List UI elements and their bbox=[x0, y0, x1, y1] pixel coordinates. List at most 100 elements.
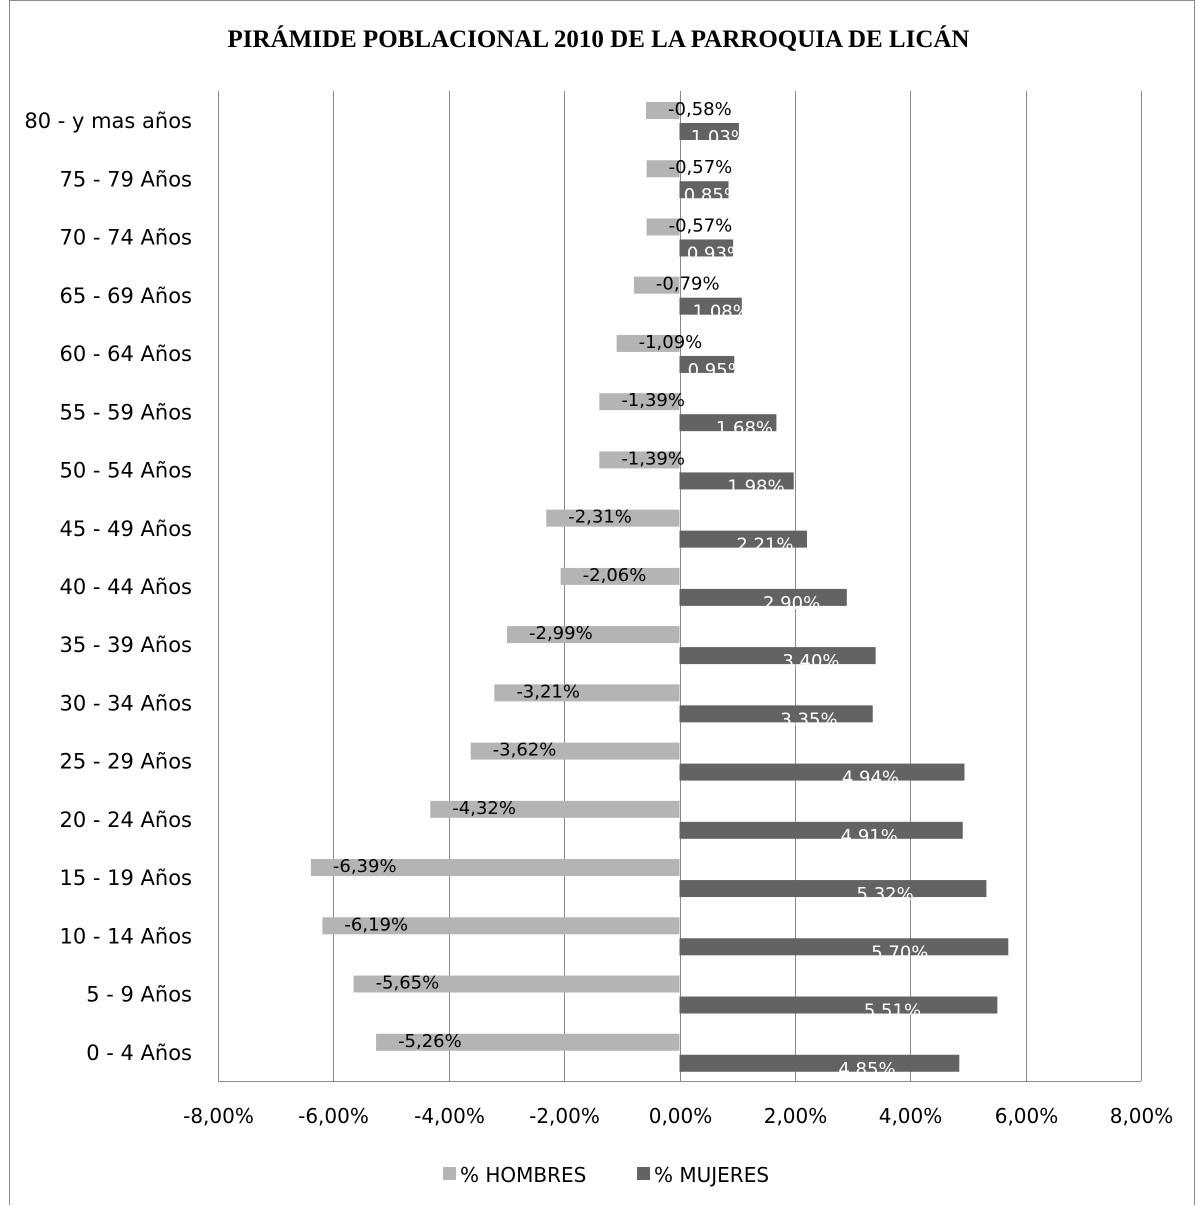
bar-hombres bbox=[646, 102, 680, 119]
legend-label-mujeres: % MUJERES bbox=[654, 1163, 769, 1187]
data-label-hombres: -6,39% bbox=[333, 856, 397, 877]
x-tick-label: 2,00% bbox=[764, 1104, 828, 1128]
x-tick-label: 4,00% bbox=[879, 1104, 943, 1128]
bar-hombres bbox=[599, 393, 680, 411]
bar-mujeres bbox=[679, 355, 735, 373]
bar-hombres bbox=[310, 859, 680, 877]
data-label-mujeres: 1.03% bbox=[691, 127, 748, 148]
data-label-hombres: -3,21% bbox=[516, 681, 580, 702]
y-category-label: 20 - 24 Años bbox=[59, 808, 192, 832]
bar-hombres bbox=[494, 684, 680, 702]
data-label-mujeres: 3.35% bbox=[780, 709, 837, 730]
x-tick-label: -2,00% bbox=[529, 1104, 600, 1128]
bar-mujeres bbox=[679, 880, 987, 898]
bar-mujeres bbox=[679, 414, 777, 432]
data-label-hombres: -2,06% bbox=[583, 565, 647, 586]
data-label-hombres: -3,62% bbox=[493, 740, 557, 761]
data-label-hombres: -0,57% bbox=[669, 215, 733, 236]
x-tick-label: -6,00% bbox=[298, 1104, 369, 1128]
x-tick-label: 8,00% bbox=[1110, 1104, 1174, 1128]
data-label-mujeres: 0.93% bbox=[687, 243, 744, 264]
bar-hombres bbox=[353, 975, 680, 993]
data-label-hombres: -2,99% bbox=[529, 623, 593, 644]
bar-hombres bbox=[470, 742, 680, 760]
chart-title: PIRÁMIDE POBLACIONAL 2010 DE LA PARROQUI… bbox=[227, 26, 970, 53]
data-label-mujeres: 0.95% bbox=[688, 360, 745, 381]
data-label-mujeres: 1.98% bbox=[727, 476, 784, 497]
data-label-mujeres: 0.85% bbox=[684, 185, 741, 206]
bar-mujeres bbox=[679, 705, 873, 723]
data-label-mujeres: 3.40% bbox=[782, 651, 839, 672]
y-category-label: 0 - 4 Años bbox=[86, 1041, 192, 1065]
bar-mujeres bbox=[679, 123, 739, 140]
data-label-hombres: -0,79% bbox=[656, 274, 720, 295]
data-label-mujeres: 4.85% bbox=[838, 1059, 895, 1080]
data-label-hombres: -6,19% bbox=[344, 914, 408, 935]
x-tick-label: -8,00% bbox=[183, 1104, 254, 1128]
y-category-label: 15 - 19 Años bbox=[59, 866, 192, 890]
bar-hombres bbox=[646, 218, 680, 236]
bar-hombres bbox=[376, 1033, 680, 1051]
bar-mujeres bbox=[679, 763, 965, 781]
bar-hombres bbox=[322, 917, 680, 935]
data-label-mujeres: 4.94% bbox=[842, 768, 899, 789]
y-category-label: 45 - 49 Años bbox=[59, 517, 192, 541]
y-category-label: 35 - 39 Años bbox=[59, 633, 192, 657]
bar-mujeres bbox=[679, 239, 734, 257]
bar-hombres bbox=[616, 334, 680, 352]
y-category-label: 55 - 59 Años bbox=[59, 400, 192, 424]
data-label-hombres: -1,09% bbox=[639, 332, 703, 353]
bar-mujeres bbox=[679, 588, 847, 606]
bar-hombres bbox=[560, 567, 680, 585]
y-category-label: 65 - 69 Años bbox=[59, 284, 192, 308]
data-label-mujeres: 5.70% bbox=[871, 942, 928, 963]
bar-hombres bbox=[507, 626, 680, 644]
bar-hombres bbox=[546, 509, 680, 527]
x-tick-label: -4,00% bbox=[414, 1104, 485, 1128]
data-label-hombres: -0,57% bbox=[669, 157, 733, 178]
bar-mujeres bbox=[679, 472, 794, 490]
data-label-mujeres: 5.32% bbox=[857, 884, 914, 905]
y-category-label: 30 - 34 Años bbox=[59, 691, 192, 715]
x-tick-label: 0,00% bbox=[649, 1104, 713, 1128]
y-category-label: 60 - 64 Años bbox=[59, 342, 192, 366]
data-label-mujeres: 2.21% bbox=[736, 535, 793, 556]
x-tick-label: 6,00% bbox=[995, 1104, 1059, 1128]
y-category-label: 50 - 54 Años bbox=[59, 459, 192, 483]
data-label-hombres: -5,26% bbox=[398, 1031, 462, 1052]
y-category-label: 25 - 29 Años bbox=[59, 750, 192, 774]
legend-swatch-hombres bbox=[443, 1167, 456, 1180]
bar-hombres bbox=[646, 160, 680, 178]
bar-mujeres bbox=[679, 821, 963, 839]
data-label-hombres: -1,39% bbox=[621, 448, 685, 469]
data-label-hombres: -2,31% bbox=[568, 507, 632, 528]
y-category-label: 10 - 14 Años bbox=[59, 924, 192, 948]
data-label-hombres: -4,32% bbox=[452, 798, 516, 819]
bar-mujeres bbox=[679, 297, 742, 315]
data-label-mujeres: 5.51% bbox=[864, 1001, 921, 1022]
bar-mujeres bbox=[679, 1054, 960, 1072]
data-label-mujeres: 1.68% bbox=[716, 418, 773, 439]
y-category-label: 70 - 74 Años bbox=[59, 226, 192, 250]
bar-mujeres bbox=[679, 647, 876, 665]
data-label-hombres: -1,39% bbox=[621, 390, 685, 411]
chart-frame bbox=[9, 0, 1195, 1205]
bar-hombres bbox=[599, 451, 680, 469]
y-category-label: 80 - y mas años bbox=[24, 109, 192, 133]
bar-hombres bbox=[633, 276, 680, 294]
data-label-hombres: -5,65% bbox=[376, 973, 440, 994]
bar-mujeres bbox=[679, 181, 729, 199]
data-label-hombres: -0,58% bbox=[668, 99, 732, 120]
y-category-label: 75 - 79 Años bbox=[59, 167, 192, 191]
legend-swatch-mujeres bbox=[637, 1167, 650, 1180]
y-category-label: 5 - 9 Años bbox=[86, 983, 192, 1007]
data-label-mujeres: 4.91% bbox=[841, 826, 898, 847]
bar-mujeres bbox=[679, 938, 1009, 956]
data-label-mujeres: 2.90% bbox=[763, 593, 820, 614]
y-category-label: 40 - 44 Años bbox=[59, 575, 192, 599]
legend-label-hombres: % HOMBRES bbox=[460, 1163, 586, 1187]
bar-hombres bbox=[430, 800, 680, 818]
bar-mujeres bbox=[679, 996, 998, 1014]
bar-mujeres bbox=[679, 530, 807, 548]
